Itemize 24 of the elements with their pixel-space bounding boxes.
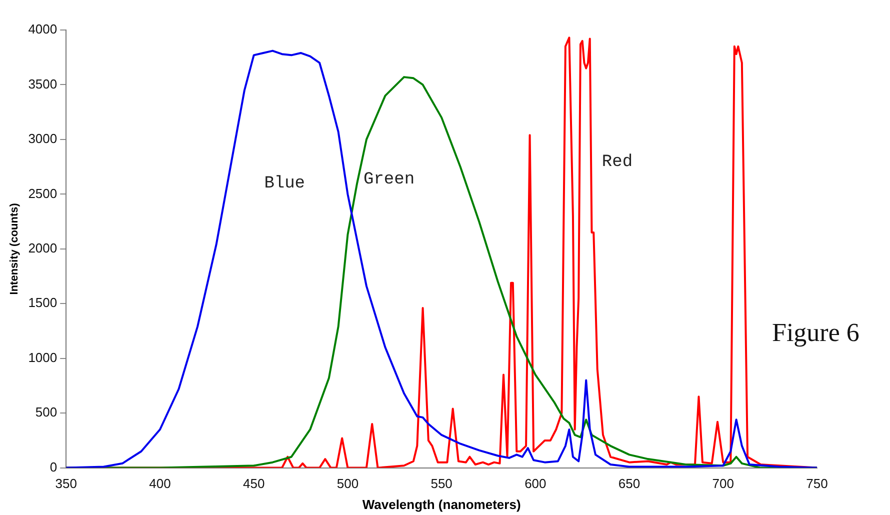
series-label: Red	[602, 152, 633, 172]
text: Blue	[264, 174, 306, 194]
x-tick-label: 750	[806, 476, 828, 492]
y-tick-label: 1500	[28, 295, 58, 310]
x-tick-label: 400	[149, 476, 171, 492]
y-tick-label: 3500	[28, 76, 58, 92]
y-tick-label: 4000	[28, 22, 58, 37]
y-tick-label: 0	[50, 459, 58, 474]
x-tick-label: 700	[712, 476, 734, 492]
x-tick-label: 350	[55, 476, 77, 492]
y-tick-label: 3000	[28, 131, 58, 146]
y-tick-label: 1000	[28, 350, 58, 365]
x-axis-title: Wavelength (nanometers)	[362, 496, 521, 512]
series-label: Green	[364, 170, 415, 190]
x-tick-label: 500	[336, 476, 359, 492]
x-tick-label: 550	[430, 476, 452, 492]
x-tick-label: 450	[242, 476, 265, 492]
y-tick-label: 500	[35, 404, 58, 420]
y-axis-title: Intensity (counts)	[8, 202, 21, 295]
x-tick-label: 650	[618, 476, 640, 492]
annotation: Figure 6	[772, 318, 860, 348]
x-tick-label: 600	[524, 476, 546, 492]
y-tick-label: 2500	[28, 186, 58, 201]
y-tick-label: 2000	[28, 240, 58, 256]
